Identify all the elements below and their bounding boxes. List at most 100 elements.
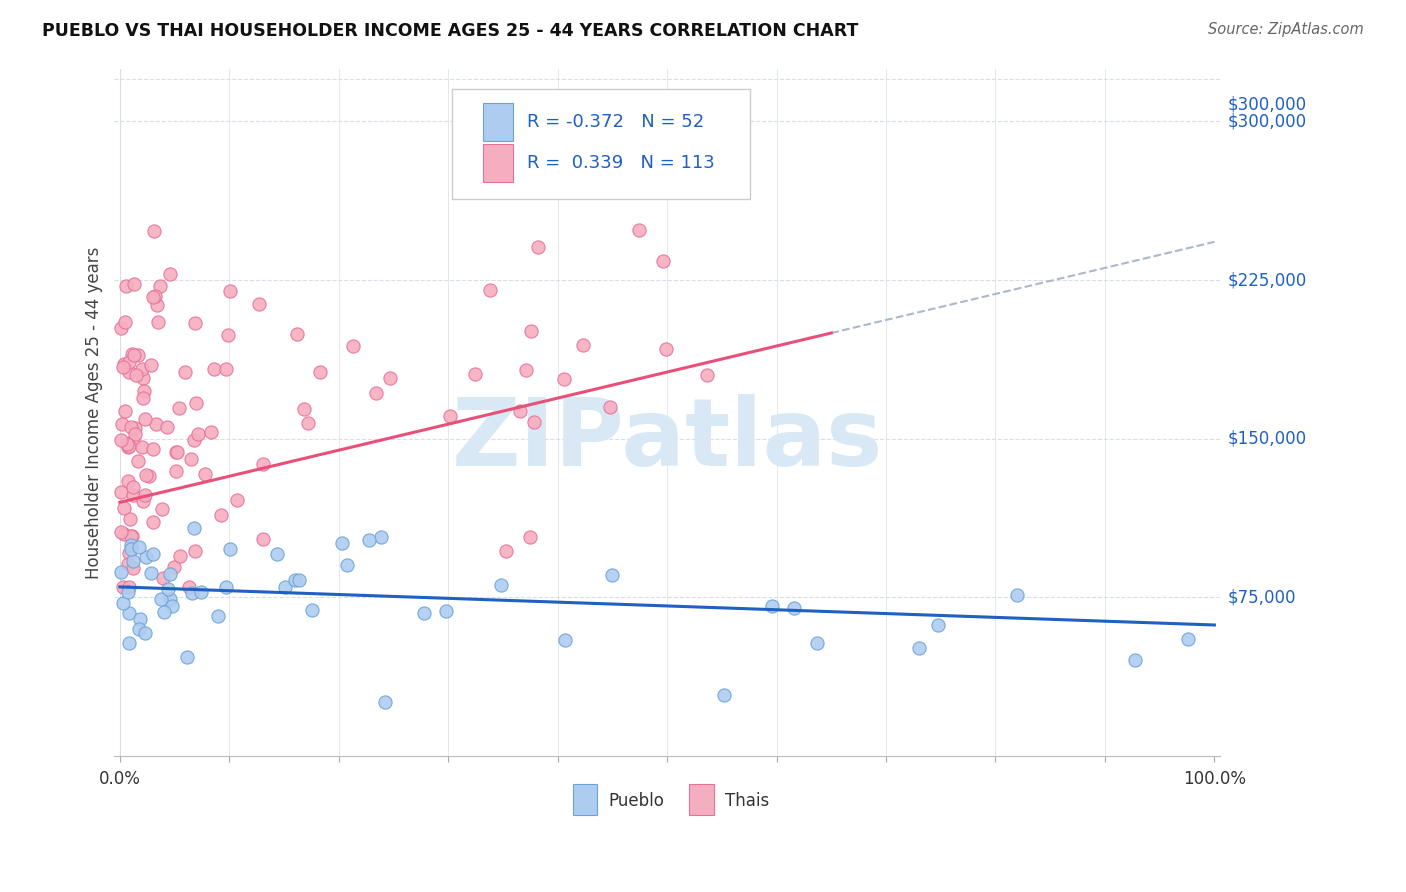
Point bbox=[572, 338, 595, 352]
Point bbox=[541, 145, 564, 160]
Point bbox=[128, 611, 150, 625]
Point bbox=[127, 453, 149, 467]
Point bbox=[554, 633, 576, 648]
Point bbox=[114, 315, 136, 329]
Point bbox=[112, 359, 135, 374]
Point bbox=[134, 411, 156, 425]
Point bbox=[173, 366, 195, 380]
Point bbox=[330, 536, 353, 550]
Point bbox=[112, 596, 135, 610]
Point bbox=[110, 434, 132, 448]
Point bbox=[266, 547, 288, 561]
Text: $150,000: $150,000 bbox=[1227, 430, 1306, 448]
FancyBboxPatch shape bbox=[482, 103, 513, 141]
Point bbox=[117, 585, 139, 599]
Point bbox=[142, 515, 165, 529]
Point bbox=[247, 297, 270, 311]
Point bbox=[118, 607, 141, 621]
Point bbox=[122, 561, 145, 575]
Point bbox=[117, 558, 139, 572]
FancyBboxPatch shape bbox=[574, 784, 598, 814]
Point bbox=[194, 467, 217, 482]
Point bbox=[183, 521, 205, 535]
Point bbox=[190, 584, 212, 599]
Point bbox=[439, 409, 461, 423]
Point bbox=[600, 568, 623, 582]
Point bbox=[118, 547, 141, 561]
FancyBboxPatch shape bbox=[451, 89, 749, 199]
Point bbox=[215, 361, 238, 376]
Point bbox=[927, 618, 949, 632]
Point bbox=[135, 549, 157, 564]
Point bbox=[219, 541, 242, 556]
Point bbox=[122, 277, 145, 291]
Point bbox=[132, 391, 155, 405]
Point bbox=[110, 417, 132, 432]
Point bbox=[110, 524, 132, 539]
Point bbox=[184, 395, 207, 409]
Point bbox=[131, 362, 153, 376]
Point bbox=[413, 606, 436, 620]
Point bbox=[120, 420, 142, 434]
Point bbox=[370, 530, 392, 544]
Point bbox=[202, 362, 225, 376]
Point bbox=[143, 289, 166, 303]
Text: $300,000: $300,000 bbox=[1227, 95, 1306, 113]
Point bbox=[180, 451, 202, 466]
Point bbox=[139, 358, 162, 372]
Point bbox=[115, 436, 138, 450]
Point bbox=[209, 508, 232, 522]
Point bbox=[118, 636, 141, 650]
Point bbox=[806, 636, 828, 650]
Point bbox=[120, 541, 142, 556]
Point bbox=[114, 404, 136, 418]
Point bbox=[207, 609, 229, 624]
Point bbox=[118, 580, 141, 594]
Point bbox=[520, 324, 543, 338]
Point bbox=[122, 554, 145, 568]
Point bbox=[149, 279, 172, 293]
Point bbox=[146, 298, 169, 312]
Point bbox=[489, 578, 512, 592]
Point bbox=[110, 321, 132, 335]
Point bbox=[284, 573, 307, 587]
Point bbox=[122, 488, 145, 502]
Point bbox=[285, 326, 308, 341]
Point bbox=[112, 527, 135, 541]
Point bbox=[553, 371, 575, 385]
Point bbox=[515, 363, 537, 377]
Text: Pueblo: Pueblo bbox=[609, 792, 665, 810]
Point bbox=[495, 544, 517, 558]
Point bbox=[434, 604, 457, 618]
Point bbox=[159, 566, 181, 581]
Point bbox=[628, 223, 651, 237]
Point bbox=[252, 532, 274, 546]
Point bbox=[474, 180, 496, 194]
Point bbox=[132, 370, 155, 384]
Point bbox=[651, 253, 673, 268]
Point bbox=[135, 468, 157, 483]
Point bbox=[117, 440, 139, 454]
Point bbox=[117, 474, 139, 488]
Point bbox=[142, 442, 165, 456]
Point bbox=[183, 544, 205, 558]
Point bbox=[139, 566, 162, 581]
Point bbox=[118, 438, 141, 452]
Point bbox=[301, 603, 323, 617]
Text: Source: ZipAtlas.com: Source: ZipAtlas.com bbox=[1208, 22, 1364, 37]
Point bbox=[127, 348, 149, 362]
Point bbox=[156, 419, 179, 434]
Point bbox=[149, 591, 172, 606]
Point bbox=[112, 500, 135, 515]
Point bbox=[153, 605, 176, 619]
Point bbox=[655, 342, 678, 356]
Point bbox=[526, 240, 548, 254]
Point bbox=[152, 571, 174, 585]
Point bbox=[226, 493, 249, 508]
Point bbox=[1007, 588, 1029, 602]
Point bbox=[783, 601, 806, 615]
Point bbox=[150, 501, 173, 516]
Point bbox=[761, 599, 783, 613]
Point bbox=[183, 433, 205, 447]
Point bbox=[165, 463, 187, 477]
